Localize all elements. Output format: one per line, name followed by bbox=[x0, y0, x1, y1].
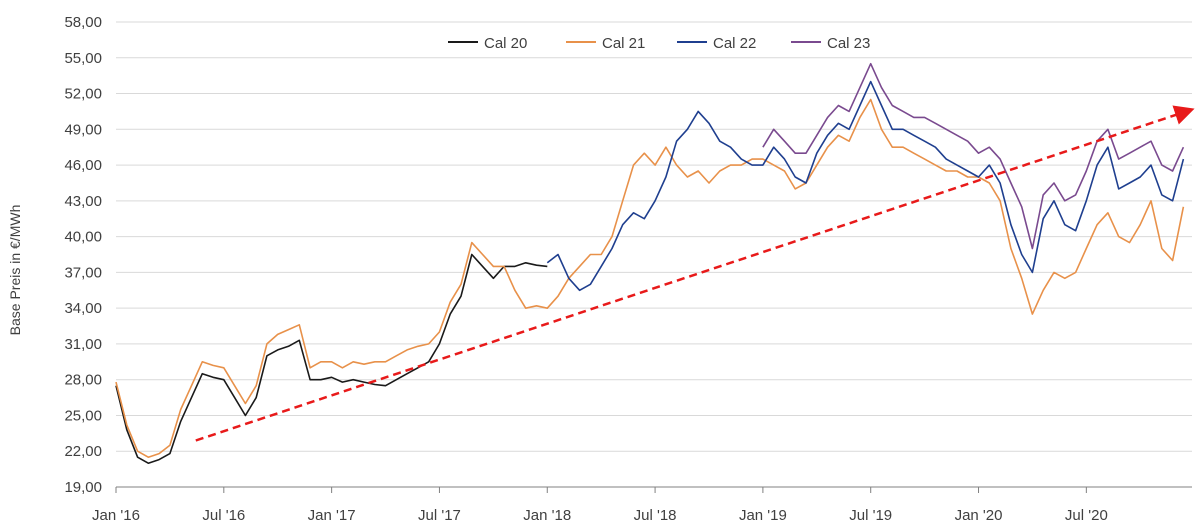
series-line-cal-22 bbox=[546, 80, 1185, 292]
axes bbox=[115, 486, 1192, 493]
x-tick-label: Jan '18 bbox=[523, 507, 571, 524]
y-tick-label: 34,00 bbox=[64, 300, 102, 317]
legend-label: Cal 22 bbox=[713, 35, 756, 52]
series-lines bbox=[115, 62, 1185, 465]
x-tick-label: Jul '19 bbox=[849, 507, 892, 524]
x-tick-label: Jul '20 bbox=[1065, 507, 1108, 524]
legend-label: Cal 23 bbox=[827, 35, 870, 52]
y-tick-label: 46,00 bbox=[64, 157, 102, 174]
y-tick-labels: 19,00 22,00 25,00 28,00 31,00 34,00 37,00 40,00… bbox=[64, 14, 102, 496]
x-tick-label: Jan '16 bbox=[92, 507, 140, 524]
x-tick-label: Jul '17 bbox=[418, 507, 461, 524]
trend-arrow bbox=[195, 105, 1195, 442]
y-axis-label: Base Preis in €/MWh bbox=[7, 205, 23, 336]
series-line-cal-20 bbox=[115, 253, 548, 465]
y-tick-label: 52,00 bbox=[64, 86, 102, 103]
y-tick-label: 55,00 bbox=[64, 50, 102, 67]
x-tick-label: Jul '18 bbox=[634, 507, 677, 524]
y-tick-label: 19,00 bbox=[64, 479, 102, 496]
y-tick-label: 31,00 bbox=[64, 336, 102, 353]
x-tick-label: Jan '19 bbox=[739, 507, 787, 524]
annotations bbox=[195, 105, 1195, 442]
legend: Cal 20 Cal 21 Cal 22 Cal 23 bbox=[448, 35, 870, 52]
y-tick-label: 28,00 bbox=[64, 372, 102, 389]
y-tick-label: 37,00 bbox=[64, 264, 102, 281]
series-line-cal-23 bbox=[762, 62, 1185, 250]
x-tick-label: Jan '20 bbox=[955, 507, 1003, 524]
gridlines bbox=[116, 21, 1192, 452]
x-tick-label: Jan '17 bbox=[308, 507, 356, 524]
y-tick-label: 43,00 bbox=[64, 193, 102, 210]
y-tick-label: 49,00 bbox=[64, 121, 102, 138]
y-tick-label: 22,00 bbox=[64, 443, 102, 460]
legend-label: Cal 20 bbox=[484, 35, 527, 52]
y-tick-label: 25,00 bbox=[64, 407, 102, 424]
y-tick-label: 58,00 bbox=[64, 14, 102, 31]
x-tick-label: Jul '16 bbox=[202, 507, 245, 524]
y-tick-label: 40,00 bbox=[64, 229, 102, 246]
legend-label: Cal 21 bbox=[602, 35, 645, 52]
series-line-cal-21 bbox=[115, 98, 1185, 459]
x-tick-labels: Jan '16 Jul '16 Jan '17 Jul '17 Jan '18 Jul '… bbox=[92, 507, 1108, 524]
